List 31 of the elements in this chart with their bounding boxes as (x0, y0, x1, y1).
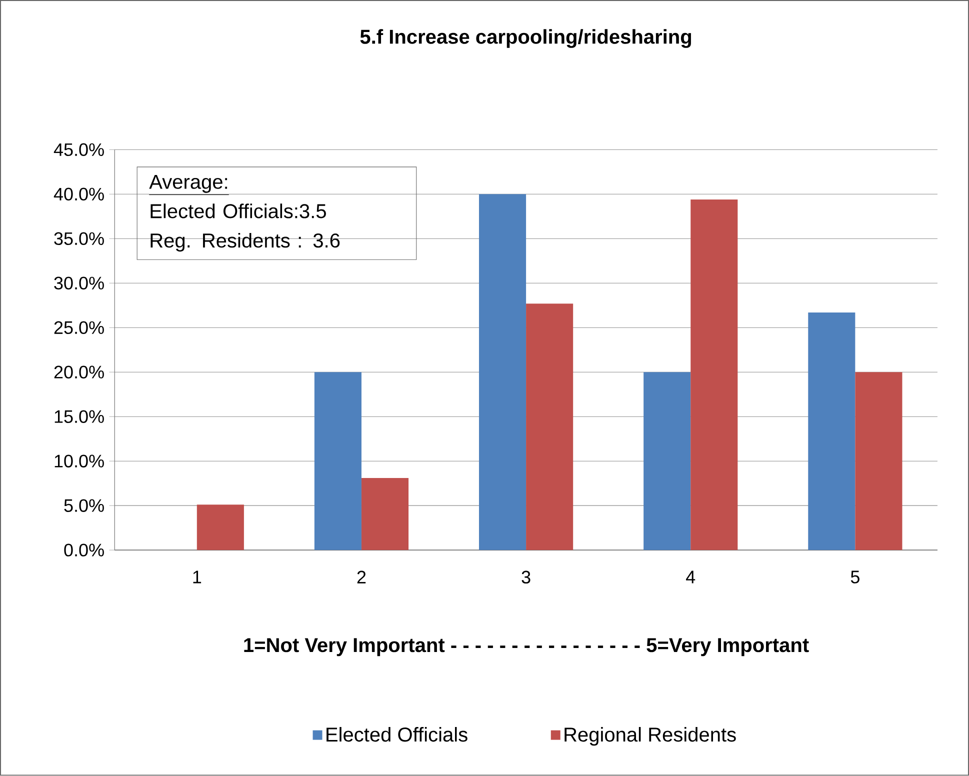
legend-label: Elected Officials (326, 727, 468, 742)
y-tick-label: 30.0% (54, 276, 104, 290)
annotation: Average: (149, 175, 228, 193)
x-tick-label: 3 (522, 570, 530, 584)
x-tick-label: 4 (686, 570, 696, 584)
legend-label: Regional Residents (564, 727, 736, 746)
bar (361, 478, 409, 550)
bar (855, 372, 902, 550)
y-tick-label: 35.0% (54, 232, 104, 246)
y-tick-label: 10.0% (54, 454, 104, 468)
bar (644, 372, 691, 550)
y-tick-label: 15.0% (54, 410, 104, 424)
bar (808, 312, 856, 550)
x-tick-label: 2 (357, 570, 366, 584)
bar (478, 194, 526, 550)
y-tick-label: 5.0% (64, 499, 104, 512)
y-tick-label: 20.0% (54, 366, 104, 379)
y-tick-label: 45.0% (54, 143, 104, 156)
bar (526, 304, 574, 550)
x-tick-label: 5 (850, 570, 860, 584)
bar (690, 200, 738, 550)
x-tick-label: 1 (193, 570, 202, 584)
y-tick-label: 0.0% (64, 544, 104, 557)
bar (196, 504, 244, 550)
bar (314, 372, 362, 550)
annotation: Elected Officials:3.5 (150, 204, 326, 218)
chart-title: 5.f Increase carpooling/ridesharing (360, 29, 692, 48)
x-axis-title: 1=Not Very Important - - - - - - - - - - - - - - - - 5=Very Important (244, 638, 809, 656)
y-tick-label: 25.0% (54, 321, 104, 334)
annotation: Reg. Residents : 3.6 (150, 233, 340, 252)
y-tick-label: 40.0% (54, 188, 104, 201)
